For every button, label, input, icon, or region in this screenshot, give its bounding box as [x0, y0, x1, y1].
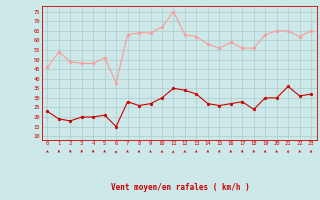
Text: Vent moyen/en rafales ( km/h ): Vent moyen/en rafales ( km/h )	[111, 183, 250, 192]
